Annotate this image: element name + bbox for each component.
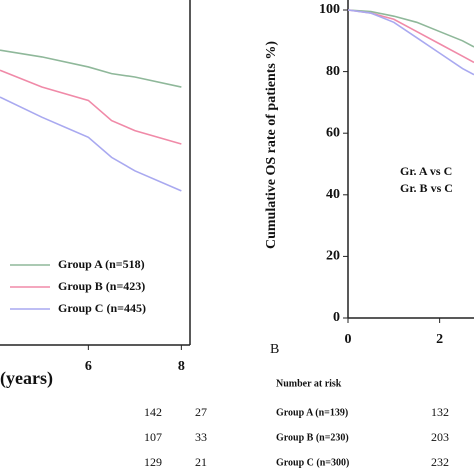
y-tick-label: 100 <box>319 2 340 17</box>
panel-label: B <box>270 342 279 357</box>
survival-line <box>347 9 474 64</box>
risk-count: 27 <box>195 405 207 419</box>
risk-count: 107 <box>144 430 162 444</box>
risk-count: 33 <box>195 430 207 444</box>
y-tick-label: 60 <box>326 125 340 140</box>
risk-row-label: Group C (n=300) <box>276 457 349 468</box>
y-tick-label: 80 <box>326 64 340 79</box>
legend-label: Group C (n=445) <box>58 301 146 315</box>
annotation: Gr. A vs C <box>400 164 452 178</box>
survival-line <box>0 69 182 145</box>
survival-line <box>0 49 182 88</box>
x-tick-label: 8 <box>178 359 185 374</box>
y-tick-label: 0 <box>333 310 340 325</box>
risk-count: 21 <box>195 455 207 469</box>
risk-count: 232 <box>431 455 449 469</box>
x-tick-label: 2 <box>436 332 443 347</box>
survival-line <box>347 9 474 76</box>
legend-label: Group A (n=518) <box>58 257 145 271</box>
risk-title: Number at risk <box>276 378 342 389</box>
survival-line <box>347 9 474 48</box>
y-axis-label: Cumulative OS rate of patients %) <box>264 41 279 249</box>
legend-label: Group B (n=423) <box>58 279 145 293</box>
risk-count: 132 <box>431 405 449 419</box>
annotation: Gr. B vs C <box>400 181 453 195</box>
survival-line <box>0 96 182 192</box>
risk-row-label: Group A (n=139) <box>276 407 348 418</box>
risk-count: 203 <box>431 430 449 444</box>
x-tick-label: 0 <box>345 332 352 347</box>
x-axis-label: (years) <box>0 368 53 389</box>
y-tick-label: 20 <box>326 249 340 264</box>
risk-row-label: Group B (n=230) <box>276 432 349 443</box>
risk-count: 129 <box>144 455 162 469</box>
x-tick-label: 6 <box>85 359 92 374</box>
risk-count: 142 <box>144 405 162 419</box>
y-tick-label: 40 <box>326 187 340 202</box>
